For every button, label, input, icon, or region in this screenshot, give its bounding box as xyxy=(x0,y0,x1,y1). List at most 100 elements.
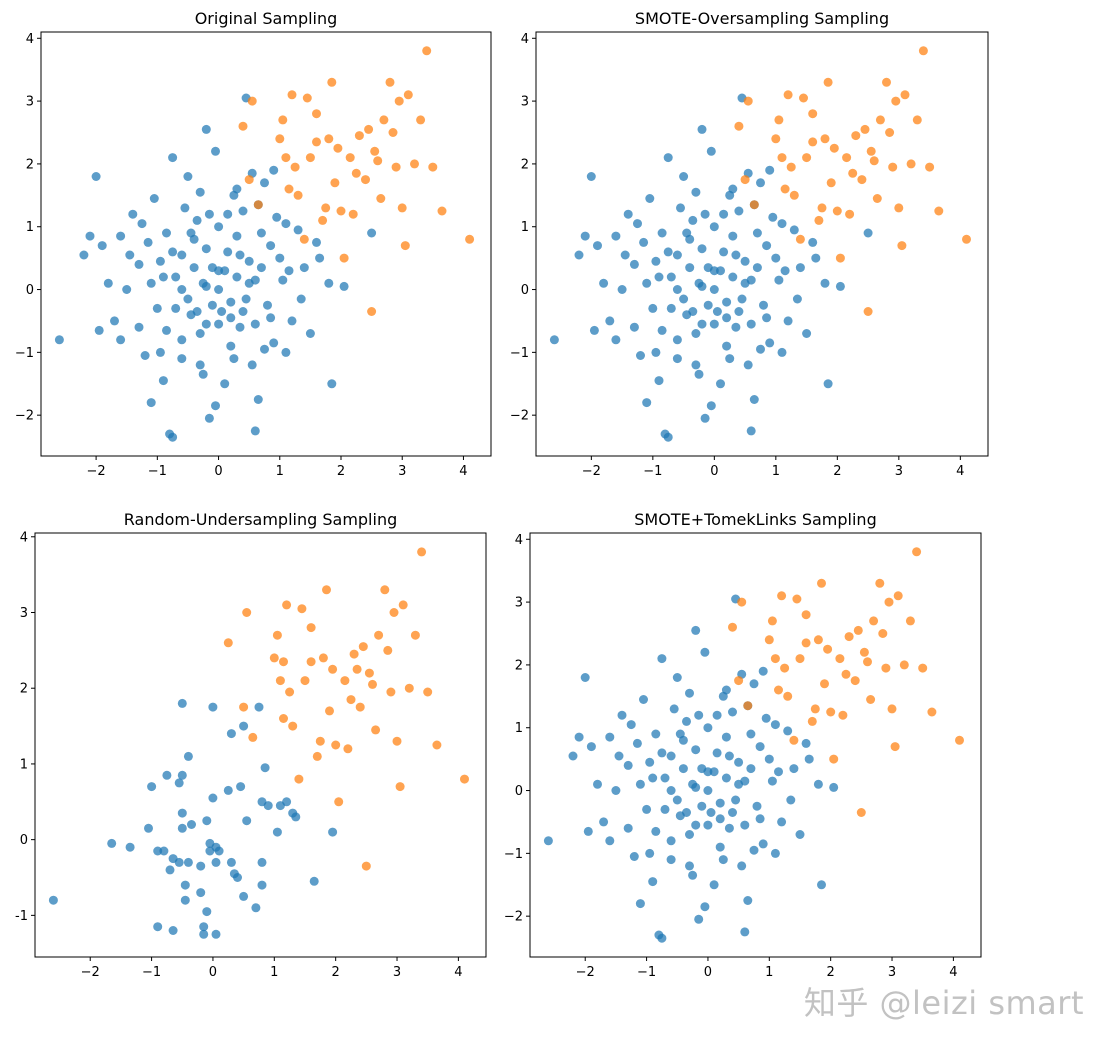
point-class-1 xyxy=(777,153,787,163)
point-class-0 xyxy=(367,228,377,238)
point-class-0 xyxy=(703,786,713,795)
point-class-0 xyxy=(740,256,750,266)
point-class-1 xyxy=(361,175,370,185)
point-class-1 xyxy=(386,687,396,697)
y-tick-label: 2 xyxy=(26,157,34,172)
point-class-0 xyxy=(746,319,756,329)
point-class-0 xyxy=(287,316,297,326)
point-class-1 xyxy=(906,159,916,169)
point-class-0 xyxy=(767,776,777,786)
point-class-0 xyxy=(183,172,193,181)
point-class-0 xyxy=(312,237,321,247)
x-tick-label: −1 xyxy=(643,464,662,479)
point-class-0 xyxy=(703,723,713,733)
point-class-0 xyxy=(583,826,593,836)
y-tick-label: 0 xyxy=(515,784,523,799)
point-class-0 xyxy=(214,285,224,294)
point-class-0 xyxy=(236,782,246,792)
axes-frame xyxy=(535,31,989,457)
point-class-0 xyxy=(162,228,171,238)
point-class-0 xyxy=(235,250,245,260)
point-class-1 xyxy=(391,162,401,172)
point-class-0 xyxy=(226,341,236,351)
point-class-0 xyxy=(305,329,315,338)
point-class-1 xyxy=(333,143,343,153)
point-class-0 xyxy=(315,253,325,263)
point-class-1 xyxy=(808,137,818,147)
point-class-1 xyxy=(795,234,805,244)
point-class-1 xyxy=(789,190,799,200)
point-class-1 xyxy=(783,90,793,100)
point-class-1 xyxy=(312,109,321,119)
point-class-0 xyxy=(201,244,211,254)
point-class-1 xyxy=(927,707,937,717)
x-tick-label: 1 xyxy=(772,464,780,479)
point-class-1 xyxy=(374,630,384,640)
point-class-0 xyxy=(792,294,802,304)
point-class-0 xyxy=(189,263,199,273)
point-class-0 xyxy=(682,716,691,726)
point-class-0 xyxy=(223,247,233,257)
point-class-0 xyxy=(672,250,682,260)
point-class-0 xyxy=(238,206,248,216)
point-class-0 xyxy=(755,742,765,752)
point-class-0 xyxy=(328,827,338,837)
point-class-0 xyxy=(676,203,685,213)
x-tick-label: −1 xyxy=(148,464,167,479)
point-class-1 xyxy=(293,190,303,200)
point-class-1 xyxy=(780,184,790,194)
scatter-points xyxy=(549,46,971,442)
point-class-0 xyxy=(580,673,590,682)
point-class-0 xyxy=(651,826,661,836)
point-class-0 xyxy=(657,228,667,238)
axis-ticks: −2 −1 0 1 2 3 4 −2 −1 0 1 2 3 4 xyxy=(510,32,965,479)
point-class-0 xyxy=(110,316,119,326)
point-class-0 xyxy=(241,294,251,304)
point-class-0 xyxy=(196,888,206,898)
point-class-1 xyxy=(912,547,922,557)
point-class-0 xyxy=(740,776,750,786)
point-class-1 xyxy=(364,124,374,134)
point-class-0 xyxy=(180,895,190,905)
point-class-0 xyxy=(632,738,642,748)
point-class-0 xyxy=(688,215,698,225)
point-class-0 xyxy=(260,763,270,773)
point-class-0 xyxy=(256,263,266,273)
point-class-1 xyxy=(223,638,233,648)
point-class-0 xyxy=(712,748,722,758)
point-class-1 xyxy=(850,676,860,686)
point-class-0 xyxy=(226,857,236,867)
point-class-0 xyxy=(728,808,737,817)
subplot-title: SMOTE-Oversampling Sampling xyxy=(635,9,889,28)
point-class-0 xyxy=(239,891,249,901)
point-class-0 xyxy=(718,855,728,865)
point-class-1 xyxy=(934,206,944,216)
point-class-1 xyxy=(288,721,298,731)
point-class-1 xyxy=(361,861,371,871)
point-class-1 xyxy=(279,657,288,667)
point-class-0 xyxy=(152,303,162,313)
point-class-0 xyxy=(235,322,245,332)
point-class-1 xyxy=(789,735,799,745)
point-class-0 xyxy=(801,738,811,748)
point-class-0 xyxy=(648,877,658,887)
point-class-1 xyxy=(465,234,475,244)
point-class-0 xyxy=(770,848,780,858)
x-tick-label: −1 xyxy=(637,965,656,980)
point-class-0 xyxy=(281,347,291,357)
point-class-0 xyxy=(149,194,159,203)
x-tick-label: 3 xyxy=(393,965,401,980)
point-class-1 xyxy=(799,93,808,103)
point-class-0 xyxy=(688,307,698,316)
point-class-0 xyxy=(780,266,790,276)
point-class-0 xyxy=(654,272,664,282)
y-tick-label: 1 xyxy=(26,220,34,235)
point-class-1 xyxy=(743,96,753,106)
point-class-1 xyxy=(859,647,869,657)
point-class-0 xyxy=(611,335,621,345)
point-class-1 xyxy=(364,668,374,678)
point-class-0 xyxy=(168,926,178,935)
point-class-0 xyxy=(802,329,812,338)
x-tick-label: 2 xyxy=(833,464,841,479)
y-tick-label: 1 xyxy=(521,220,529,235)
